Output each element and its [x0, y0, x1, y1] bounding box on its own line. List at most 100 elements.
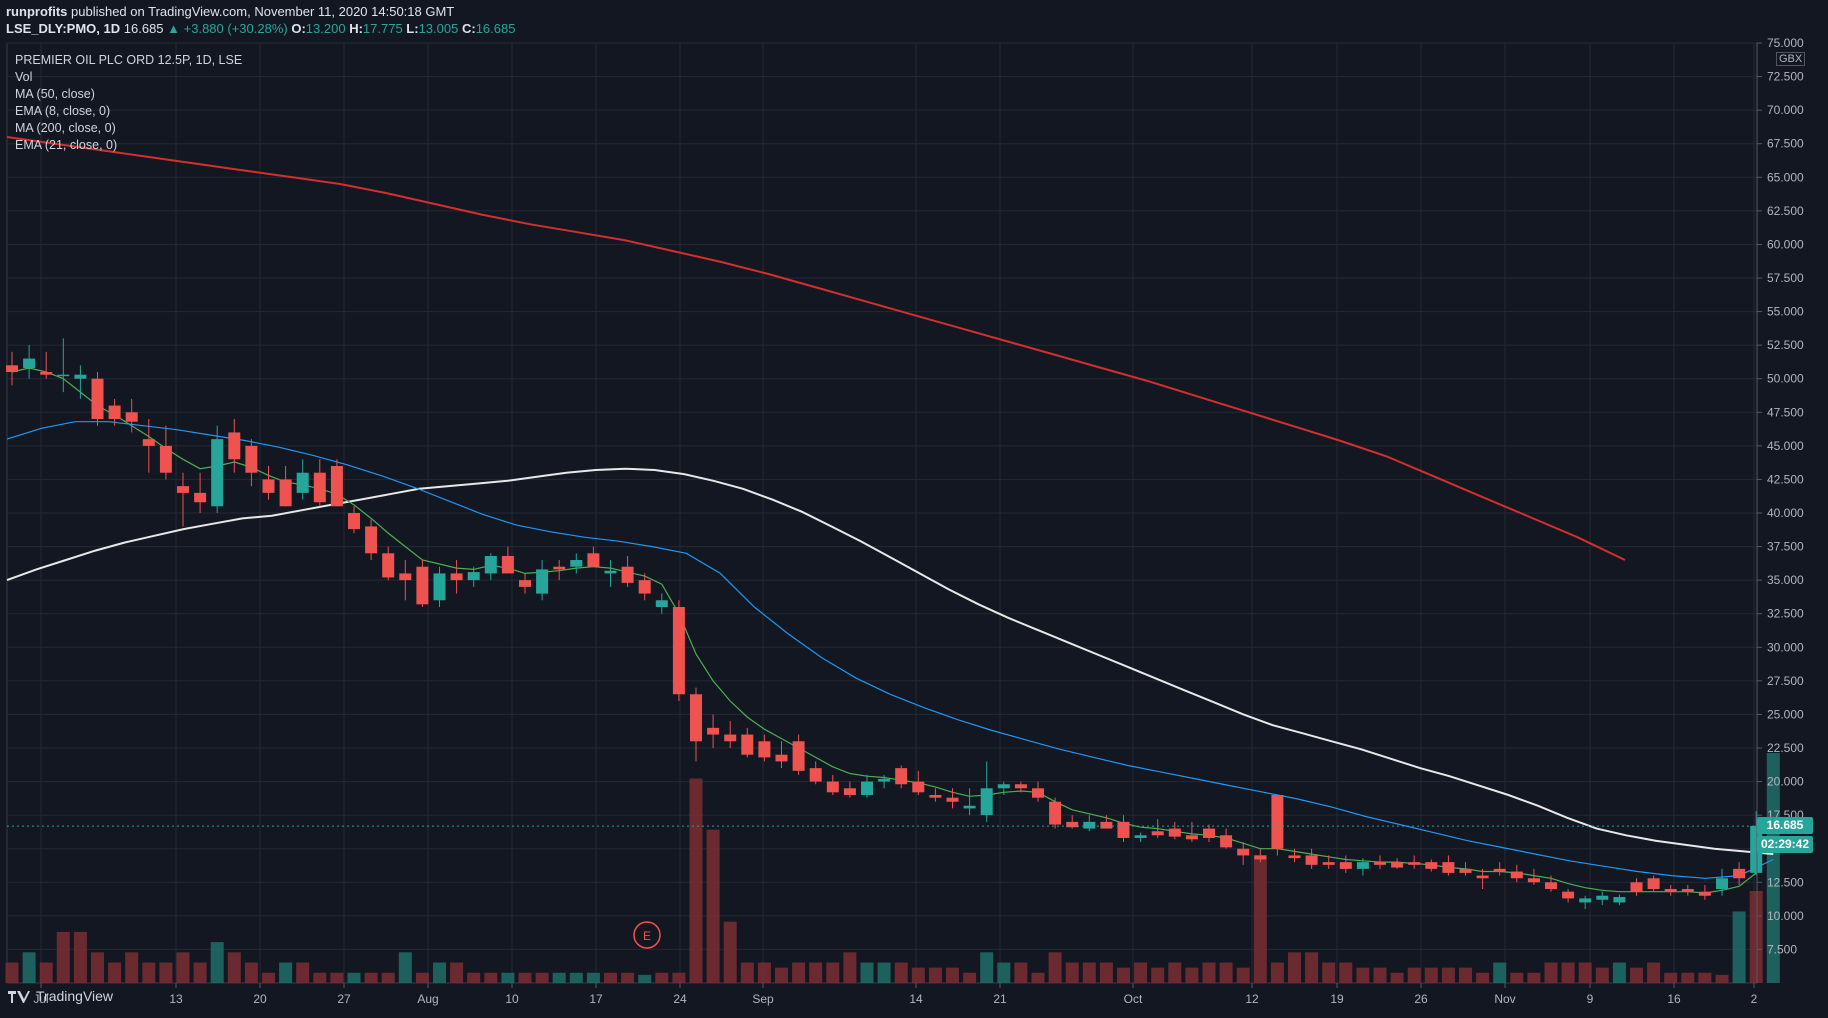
volume-bar — [689, 778, 703, 983]
candle-body — [1716, 878, 1728, 889]
legend-item-ma50[interactable]: MA (50, close) — [15, 87, 95, 101]
legend-item-ema21[interactable]: EMA (21, close, 0) — [15, 138, 118, 152]
volume-bar — [1048, 952, 1062, 983]
candle-body — [1014, 784, 1027, 789]
candle-body — [621, 566, 634, 583]
volume-bar — [1476, 972, 1490, 983]
volume-bar — [364, 972, 378, 983]
price-tick-label: 40.000 — [1767, 506, 1804, 520]
ohlc-header: LSE_DLY:PMO, 1D 16.685 ▲ +3.880 (+30.28%… — [6, 21, 515, 36]
legend-item-vol[interactable]: Vol — [15, 70, 33, 84]
candle-body — [1664, 889, 1677, 892]
price-tick-label: 30.000 — [1767, 640, 1804, 654]
candle-body — [330, 466, 343, 507]
tradingview-footer[interactable]: TradingView — [8, 988, 113, 1004]
candle-body — [895, 768, 908, 785]
legend-item-ma200[interactable]: MA (200, close, 0) — [15, 121, 116, 135]
volume-bar — [928, 967, 942, 983]
candle-body — [1596, 895, 1609, 900]
price-tick-label: 32.500 — [1767, 607, 1804, 621]
candle-body — [1356, 862, 1369, 869]
volume-bar — [723, 921, 737, 983]
candle-body — [1322, 862, 1335, 865]
candle-body — [1032, 788, 1044, 798]
low-label: L: — [406, 21, 419, 36]
volume-bar — [73, 931, 87, 983]
high-label: H: — [349, 21, 363, 36]
open-value: 13.200 — [305, 21, 346, 36]
volume-bar — [142, 962, 156, 983]
volume-bar — [1270, 962, 1284, 983]
footer-brand: TradingView — [36, 988, 114, 1004]
currency-label[interactable]: GBX — [1776, 52, 1806, 66]
volume-bar — [1099, 962, 1113, 983]
volume-bar — [980, 952, 994, 983]
candle-body — [399, 573, 412, 581]
candle-body — [194, 492, 207, 503]
volume-bar — [5, 962, 19, 983]
candle-body — [1100, 821, 1113, 829]
last-price: 16.685 — [123, 21, 164, 36]
candles — [6, 338, 1763, 910]
candle-body — [843, 788, 856, 795]
volume-bar — [56, 931, 70, 983]
candle-body — [672, 607, 685, 695]
volume-bar — [1732, 911, 1746, 983]
volume-bar — [518, 972, 532, 983]
volume-bar — [860, 962, 874, 983]
candle-body — [501, 555, 514, 574]
volume-bar — [22, 952, 36, 983]
candle-body — [775, 754, 788, 762]
volume-bar — [313, 972, 327, 983]
price-tick-label: 52.500 — [1767, 338, 1804, 352]
legend-title: PREMIER OIL PLC ORD 12.5P, 1D, LSE — [15, 53, 243, 67]
time-tick-label: 14 — [909, 992, 923, 1006]
candle-body — [1083, 821, 1096, 829]
volume-bar — [467, 972, 481, 983]
volume-bar — [227, 952, 241, 983]
time-axis: Jul 13 20 27 Aug 10 17 24 Sep 14 21 Oct 12 19 26 Nov 9 16… — [33, 983, 1758, 1006]
time-tick-label: 10 — [505, 992, 519, 1006]
volume-bar — [39, 962, 53, 983]
volume-bar — [347, 972, 361, 983]
volume-bar — [1698, 972, 1712, 983]
candle-body — [211, 439, 224, 507]
volume-bar — [1202, 962, 1216, 983]
candle-body — [416, 566, 429, 605]
volume-bar — [415, 972, 429, 983]
volume-bar — [1134, 962, 1148, 983]
volume-bar — [775, 967, 788, 983]
price-tick-label: 42.500 — [1767, 472, 1804, 486]
volume-bar — [1168, 962, 1182, 983]
volume-bar — [792, 962, 806, 983]
legend-item-ema8[interactable]: EMA (8, close, 0) — [15, 104, 111, 118]
volume-bar — [1715, 974, 1729, 983]
earnings-marker[interactable]: E — [633, 921, 661, 949]
grid — [7, 42, 1757, 983]
volume-bar — [997, 962, 1011, 983]
candle-body — [108, 405, 121, 419]
volume-bar — [1510, 972, 1524, 983]
volume-bar — [484, 972, 498, 983]
candle-body — [861, 781, 873, 795]
price-tick-label: 65.000 — [1767, 170, 1804, 184]
volume-bar — [1339, 962, 1353, 983]
candle-body — [228, 432, 241, 460]
price-change: ▲ +3.880 (+30.28%) — [167, 21, 288, 36]
volume-bar — [552, 972, 566, 983]
volume-bar — [91, 952, 104, 983]
volume-bar — [381, 972, 395, 983]
candle-body — [484, 555, 497, 574]
volume-bar — [843, 952, 857, 983]
candle-body — [1339, 862, 1352, 869]
volume-bar — [1117, 967, 1130, 983]
earnings-marker-label: E — [643, 929, 651, 943]
candle-body — [1374, 862, 1386, 865]
low-value: 13.005 — [418, 21, 459, 36]
volume-bar — [450, 962, 464, 983]
volume-bar — [1647, 962, 1661, 983]
open-label: O: — [291, 21, 306, 36]
volume-bar — [296, 962, 310, 983]
candle-body — [382, 553, 395, 578]
